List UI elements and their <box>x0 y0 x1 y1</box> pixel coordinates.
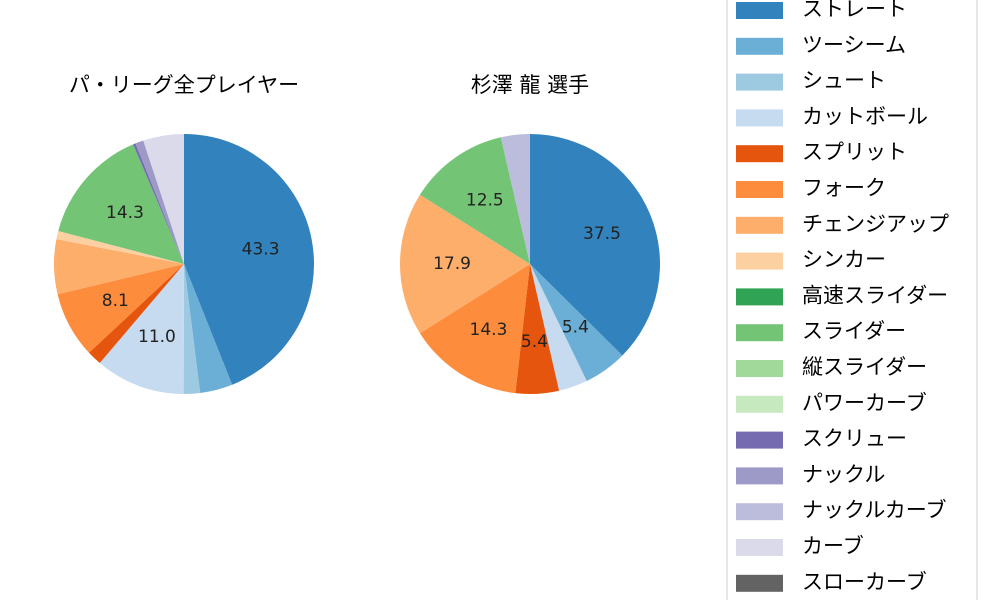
pie-slice-league-2 <box>183 264 201 395</box>
pie-label-league-9: 14.3 <box>106 203 144 223</box>
pie-label-player-0: 37.5 <box>583 224 621 244</box>
legend-swatch-5 <box>736 181 783 198</box>
legend-label-3: カットボール <box>802 104 928 128</box>
legend-label-5: フォーク <box>802 176 886 200</box>
pie-slice-league-4 <box>88 264 184 364</box>
legend-swatch-8 <box>736 288 783 306</box>
legend-label-7: シンカー <box>802 248 886 272</box>
pie-slice-league-5 <box>57 264 185 353</box>
pie-slice-player-1 <box>530 264 623 381</box>
legend-label-11: パワーカーブ <box>802 391 927 415</box>
pie-label-league-5: 8.1 <box>102 291 129 311</box>
pie-slice-player-14 <box>500 134 530 264</box>
pie-label-player-9: 12.5 <box>466 190 504 210</box>
pie-label-player-1: 5.4 <box>562 317 589 337</box>
legend-swatch-10 <box>736 360 783 377</box>
pie-slice-league-9 <box>58 144 185 264</box>
chart-title-player: 杉澤 龍 選手 <box>471 73 589 97</box>
legend-swatch-1 <box>736 37 783 55</box>
pie-slice-league-1 <box>184 264 233 393</box>
pie-slice-league-0 <box>184 134 314 385</box>
legend-label-1: ツーシーム <box>802 33 906 57</box>
legend-swatch-16 <box>736 574 783 592</box>
legend-swatch-14 <box>736 503 783 521</box>
pie-slice-player-0 <box>530 134 661 356</box>
legend-label-9: スライダー <box>802 319 906 343</box>
pie-chart-league: パ・リーグ全プレイヤー 43.3 11.0 8.1 14.3 <box>54 73 314 395</box>
pie-slice-league-15 <box>143 134 184 264</box>
legend-label-15: カーブ <box>802 534 864 558</box>
legend-label-10: 縦スライダー <box>802 355 927 379</box>
pie-slice-league-6 <box>54 239 184 295</box>
legend-swatch-7 <box>736 252 783 270</box>
pie-slice-player-6 <box>399 194 530 334</box>
legend-label-14: ナックルカーブ <box>802 498 946 522</box>
pie-slice-league-3 <box>99 264 184 394</box>
legend: ストレートツーシームシュートカットボールスプリットフォークチェンジアップシンカー… <box>726 0 978 600</box>
legend-swatch-4 <box>736 145 783 163</box>
pie-slice-league-13 <box>135 140 184 264</box>
legend-label-6: チェンジアップ <box>802 212 949 236</box>
legend-swatch-0 <box>736 2 783 19</box>
legend-swatch-9 <box>736 324 783 342</box>
pie-label-league-0: 43.3 <box>242 239 280 259</box>
legend-frame <box>726 0 978 600</box>
pie-slice-player-3 <box>530 264 587 391</box>
legend-label-4: スプリット <box>802 140 907 164</box>
legend-label-16: スローカーブ <box>802 570 927 594</box>
pie-label-player-5: 14.3 <box>470 320 508 340</box>
pie-chart-player: 杉澤 龍 選手 37.5 5.4 5.4 14.3 17.9 12.5 <box>399 73 661 394</box>
legend-swatch-6 <box>736 216 783 234</box>
pie-label-player-6: 17.9 <box>433 254 471 274</box>
legend-label-12: スクリュー <box>802 427 907 451</box>
legend-label-2: シュート <box>802 69 886 93</box>
legend-swatch-12 <box>736 431 783 449</box>
pie-label-league-3: 11.0 <box>138 327 176 347</box>
pie-slice-player-5 <box>419 264 530 394</box>
legend-swatch-2 <box>736 73 783 91</box>
pie-slice-player-9 <box>419 137 530 264</box>
chart-title-league: パ・リーグ全プレイヤー <box>69 73 299 97</box>
legend-label-0: ストレート <box>802 0 907 21</box>
pie-slice-league-7 <box>56 230 184 264</box>
legend-label-13: ナックル <box>802 462 885 486</box>
pie-slice-player-4 <box>515 264 560 394</box>
pie-slice-league-12 <box>133 143 184 264</box>
legend-swatch-11 <box>736 395 783 413</box>
pie-label-player-4: 5.4 <box>521 332 548 352</box>
legend-swatch-3 <box>736 109 783 127</box>
legend-label-8: 高速スライダー <box>802 283 948 307</box>
legend-swatch-13 <box>736 467 783 485</box>
legend-swatch-15 <box>736 539 783 556</box>
